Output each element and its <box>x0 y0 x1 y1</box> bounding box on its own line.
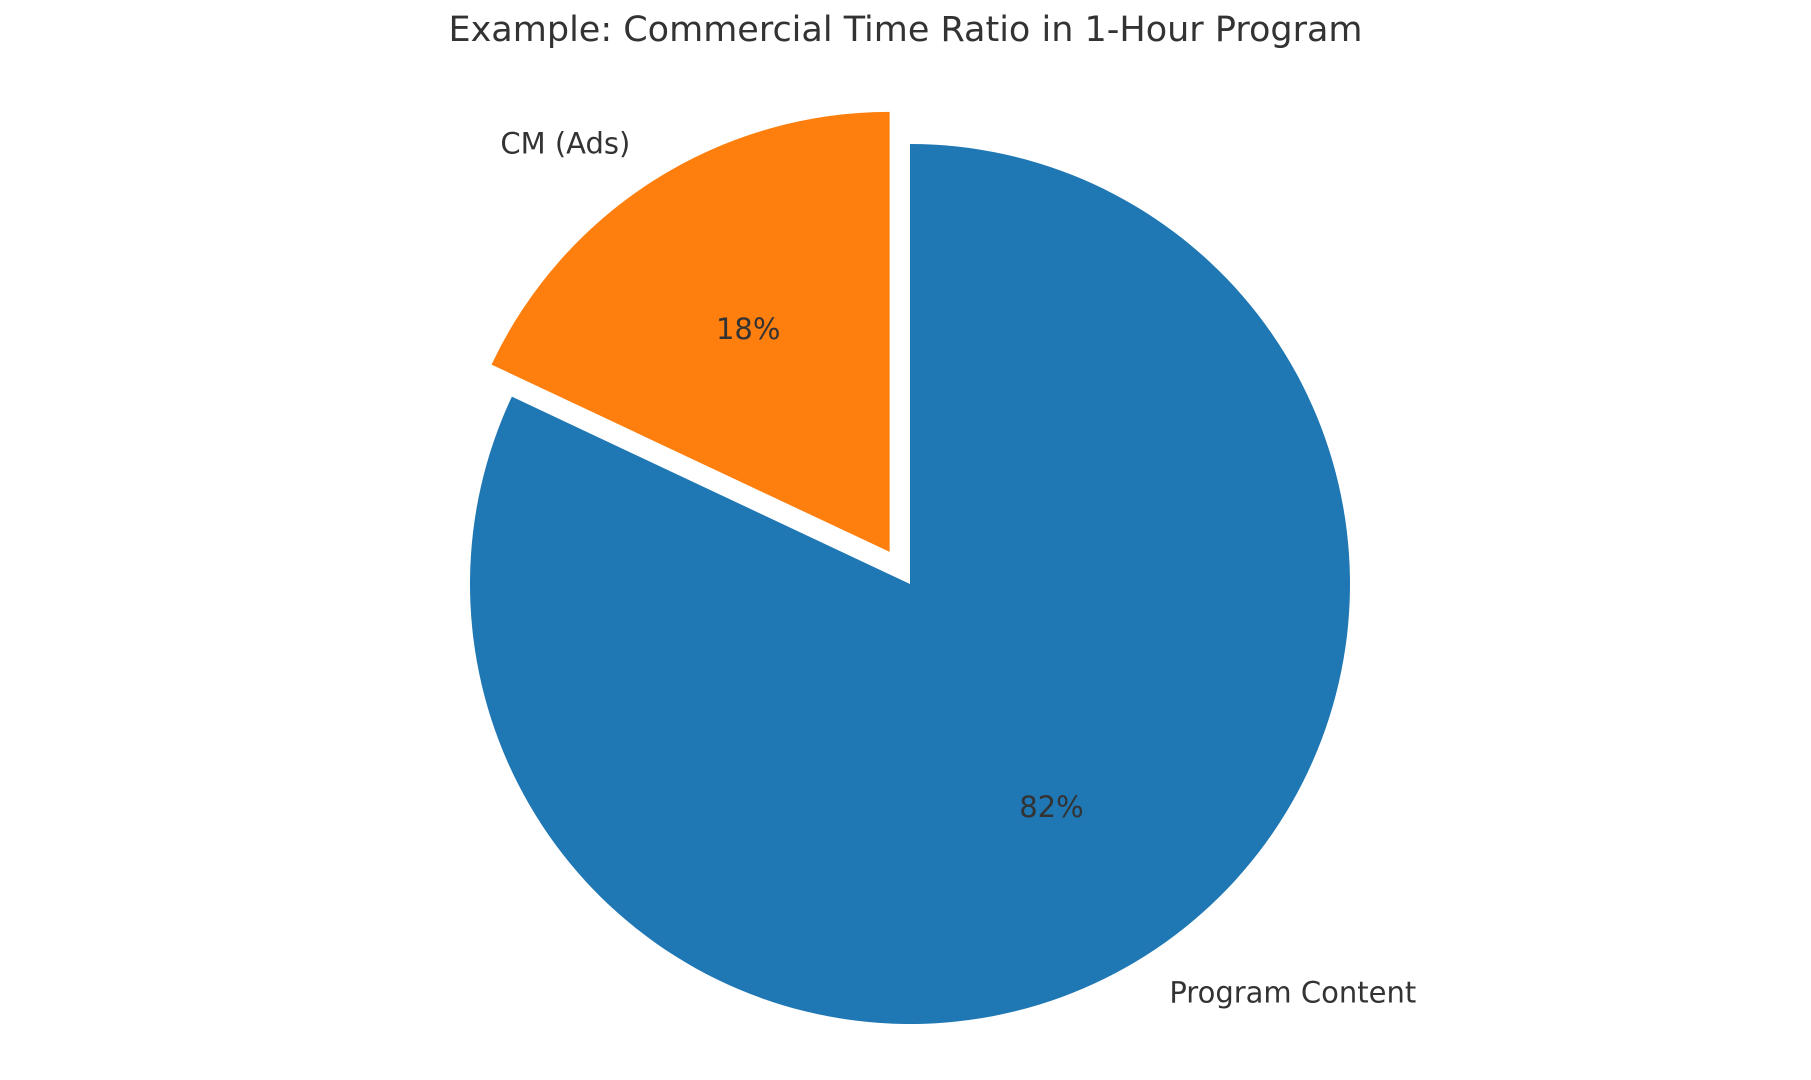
pie-category-label-program-content: Program Content <box>1169 976 1416 1010</box>
pie-slice-cm-ads <box>491 111 890 552</box>
pie-pct-label-program-content: 82% <box>1019 790 1083 824</box>
chart-title: Example: Commercial Time Ratio in 1-Hour… <box>448 10 1363 50</box>
pie-category-label-cm-ads: CM (Ads) <box>500 126 630 160</box>
pie-slice-program-content <box>470 144 1350 1024</box>
pie-pct-label-cm-ads: 18% <box>716 312 780 346</box>
